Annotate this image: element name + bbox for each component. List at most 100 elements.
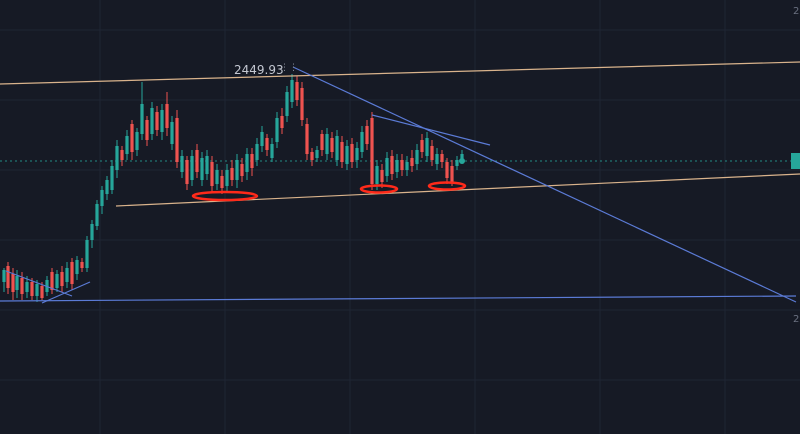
candle-body-bear [30,282,34,296]
candle-body-bull [150,108,154,134]
candle-body-bear [11,274,15,292]
support-touch-ellipse-1[interactable] [191,190,259,202]
left-descending-trendline[interactable] [5,270,73,297]
candle-body-bear [440,154,444,162]
candle-body-bear [320,134,324,150]
candle-body-bear [165,104,169,128]
high-price-label: 2449.93 [234,63,284,77]
candle-body-bear [265,138,269,150]
candle-body-bear [220,176,224,188]
candle-body-bear [130,124,134,152]
candle-body-bear [400,160,404,170]
candle [100,186,104,214]
bottom-support-line[interactable] [0,295,797,302]
candle [130,120,134,160]
candle-body-bear [185,160,189,184]
candle-body-bull [100,190,104,206]
candle [70,258,74,290]
candle [105,176,109,200]
candle [370,112,374,190]
candle [340,136,344,168]
candle [410,150,414,172]
candle-body-bull [245,154,249,172]
candle-body-bear [6,266,10,288]
candle-body-bear [20,278,24,294]
candle-body-bull [355,148,359,160]
candle-body-bear [410,158,414,166]
candle-body-bear [305,124,309,154]
candle-body-bull [125,136,129,154]
candle [135,128,139,156]
support-touch-ellipse-3[interactable] [427,181,467,191]
candle-body-bull [455,160,459,166]
candle-body-bull [95,204,99,226]
candle [195,144,199,178]
candle-body-bull [290,80,294,102]
candle [345,140,349,170]
candle-body-bull [225,170,229,186]
candle-body-bull [270,144,274,158]
candle [320,130,324,156]
candle [270,138,274,162]
candle [335,130,339,166]
candle-body-bull [345,146,349,164]
candle-body-bull [85,240,89,268]
candle [205,150,209,180]
left-ascending-trendline[interactable] [41,281,91,304]
candle [300,82,304,126]
candle-body-bull [435,154,439,164]
candle-body-bull [65,268,69,282]
candle [260,126,264,152]
candle [325,128,329,160]
candle-body-bear [145,120,149,140]
candle [90,220,94,248]
candle [380,164,384,188]
candle-body-bear [330,138,334,152]
candle [285,86,289,122]
candle [225,164,229,192]
candle [2,268,6,292]
candle [110,160,114,194]
candle [395,154,399,178]
candle-body-bull [25,282,29,292]
candle [390,150,394,180]
candle-body-bull [360,132,364,152]
candle-body-bull [200,158,204,180]
candle [95,200,99,230]
short-descending-trendline[interactable] [371,114,491,146]
candle-body-bull [15,276,19,290]
candle-body-bear [430,146,434,160]
candle [145,116,149,146]
price-scale-tick-top: 2 [793,6,799,17]
candle [150,102,154,140]
candle [330,132,334,158]
candle-body-bull [460,154,464,160]
candle [445,158,449,184]
candle-body-bull [315,150,319,158]
candle-body-bear [230,168,234,180]
candle-body-bear [60,272,64,286]
candle [125,130,129,160]
candle-body-bear [390,156,394,174]
candle-body-bear [120,150,124,160]
long-descending-trendline[interactable] [292,66,797,303]
candle-body-bear [240,164,244,176]
candle-body-bull [405,162,409,170]
candle-body-bear [340,142,344,162]
candle-body-bull [285,92,289,116]
candle [55,270,59,292]
candle [165,92,169,136]
candle [245,148,249,180]
candle-body-bull [135,132,139,150]
candle-body-bull [55,274,59,288]
candle [280,108,284,134]
candle-body-bear [300,88,304,120]
candle-body-bull [90,224,94,240]
candle [400,154,404,176]
candle-body-bull [35,284,39,296]
channel-upper-line[interactable] [0,61,800,85]
support-touch-ellipse-2[interactable] [359,184,399,194]
candle-body-bear [310,152,314,160]
